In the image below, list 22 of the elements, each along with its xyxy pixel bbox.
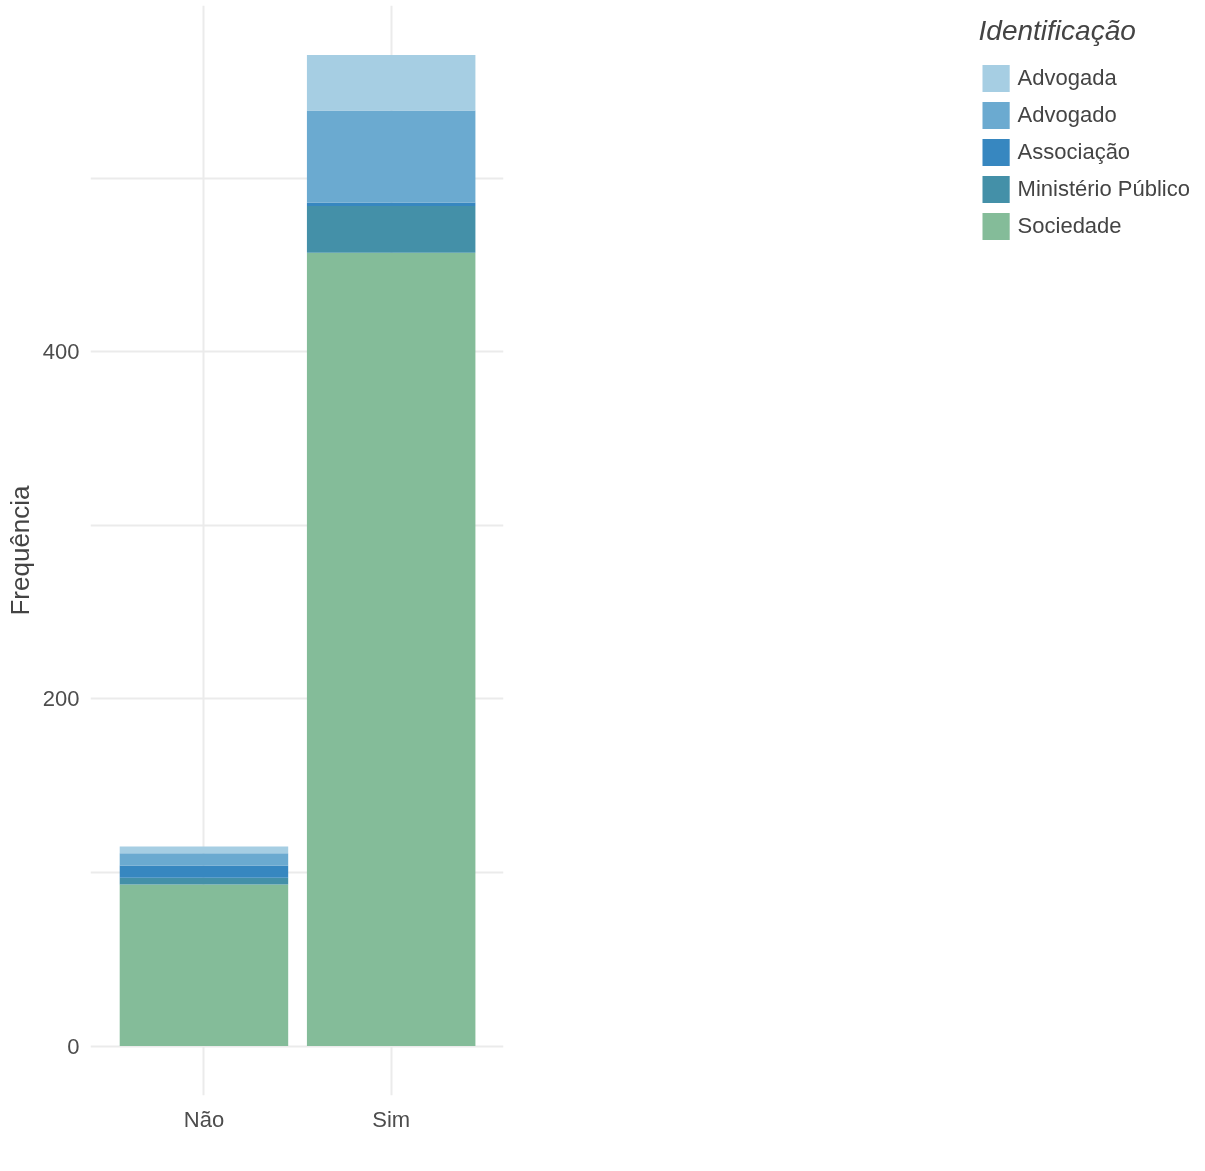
legend-label: Sociedade bbox=[1017, 213, 1122, 239]
bar bbox=[306, 252, 476, 1047]
bar bbox=[119, 877, 289, 885]
y-axis-title: Frequência bbox=[4, 484, 35, 616]
y-tick-label: 400 bbox=[42, 339, 80, 365]
legend-label: Advogada bbox=[1017, 65, 1117, 91]
y-tick-label: 0 bbox=[67, 1033, 80, 1059]
x-tick-label: Não bbox=[183, 1106, 225, 1132]
legend-title: Identificação bbox=[978, 15, 1137, 47]
legend-label: Ministério Público bbox=[1017, 176, 1190, 202]
bar bbox=[306, 54, 476, 111]
y-tick-label: 200 bbox=[42, 686, 80, 712]
bar bbox=[119, 884, 289, 1047]
bar bbox=[306, 110, 476, 203]
bar bbox=[119, 853, 289, 866]
x-tick-label: Sim bbox=[372, 1106, 411, 1132]
legend-label: Advogado bbox=[1017, 102, 1117, 128]
bar bbox=[306, 202, 476, 206]
bar bbox=[306, 205, 476, 253]
bar bbox=[119, 846, 289, 854]
legend-label: Associação bbox=[1017, 139, 1131, 165]
bar bbox=[119, 865, 289, 878]
